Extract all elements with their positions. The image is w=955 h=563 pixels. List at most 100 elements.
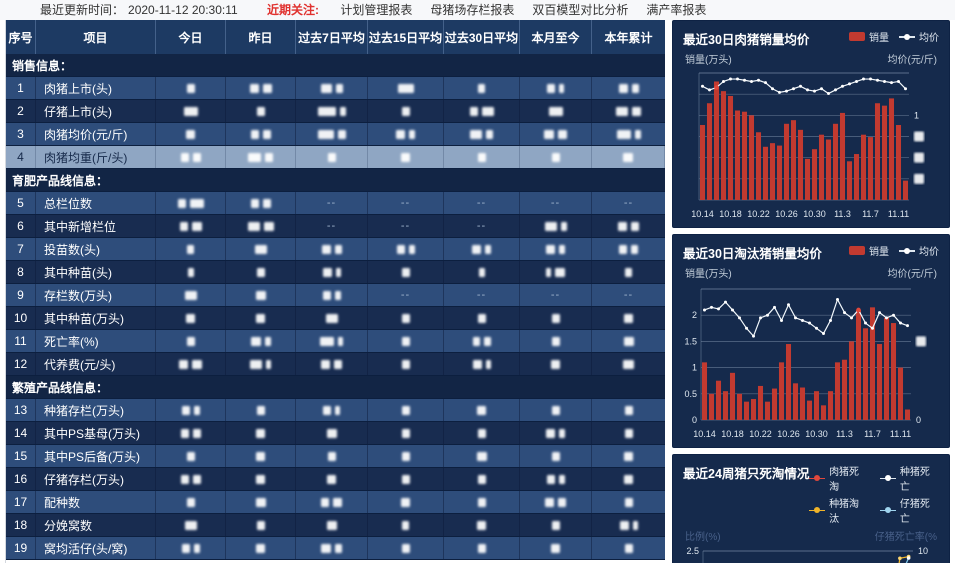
- value-cell: [592, 491, 665, 513]
- y-left-axis-label: 比例(%): [685, 532, 721, 543]
- redacted-value: [186, 129, 195, 139]
- topbar-link[interactable]: 计划管理报表: [340, 3, 413, 17]
- item-label-cell: 仔猪存栏(万头): [36, 468, 156, 490]
- table-row[interactable]: 17 配种数: [6, 491, 665, 514]
- table-row[interactable]: 1 肉猪上市(头): [6, 77, 665, 100]
- table-row[interactable]: 11 死亡率(%): [6, 330, 665, 353]
- empty-value: --: [476, 289, 487, 301]
- value-cell: [296, 284, 368, 306]
- cull-sales-price-chart[interactable]: 2 1.5 1 0.5 0 0 10.14 10.18 10.22 10.26 10.30 11.3 1…: [683, 282, 941, 440]
- table-row[interactable]: 5 总栏位数 -- -- -- -- --: [6, 192, 665, 215]
- legend-item-种猪淘汰[interactable]: 种猪淘汰: [809, 495, 868, 525]
- redacted-value: [631, 244, 638, 254]
- column-header: 项目: [36, 20, 156, 54]
- value-cell: [368, 399, 444, 421]
- y-left-axis-label: 销量(万头): [685, 269, 732, 280]
- row-index-cell: 14: [6, 422, 36, 444]
- item-label-cell: 配种数: [36, 491, 156, 513]
- table-row[interactable]: 3 肉猪均价(元/斤): [6, 123, 665, 146]
- table-row[interactable]: 9 存栏数(万头) -- -- -- --: [6, 284, 665, 307]
- redacted-value: [632, 106, 641, 116]
- item-label-cell: 仔猪上市(头): [36, 100, 156, 122]
- legend-item-销量[interactable]: 销量: [849, 29, 889, 44]
- redacted-value: [396, 244, 405, 254]
- value-cell: [296, 491, 368, 513]
- table-row[interactable]: 12 代养费(元/头): [6, 353, 665, 376]
- table-row[interactable]: 8 其中种苗(头): [6, 261, 665, 284]
- redacted-value: [634, 129, 641, 139]
- value-cell: [156, 445, 226, 467]
- value-cell: [368, 330, 444, 352]
- table-row[interactable]: 7 投苗数(头): [6, 238, 665, 261]
- table-row[interactable]: 2 仔猪上市(头): [6, 100, 665, 123]
- value-cell: [520, 468, 592, 490]
- redacted-value: [551, 336, 560, 346]
- item-label-cell: 肉猪均价(元/斤): [36, 123, 156, 145]
- redacted-value: [478, 267, 485, 277]
- chart-title: 最近30日淘汰猪销量均价: [683, 247, 822, 261]
- value-cell: [296, 123, 368, 145]
- redacted-value: [186, 313, 195, 323]
- value-cell: [226, 123, 296, 145]
- value-cell: [296, 238, 368, 260]
- svg-text:11.3: 11.3: [834, 209, 851, 219]
- svg-text:1: 1: [692, 363, 697, 373]
- redacted-value: [546, 428, 555, 438]
- redacted-value: [193, 405, 200, 415]
- value-cell: [368, 422, 444, 444]
- redacted-value: [623, 336, 634, 346]
- topbar-link[interactable]: 双百模型对比分析: [532, 3, 629, 17]
- redacted-value: [192, 152, 201, 162]
- value-cell: [156, 307, 226, 329]
- redacted-value: [321, 244, 331, 254]
- table-row[interactable]: 4 肉猪均重(斤/头): [6, 146, 665, 169]
- redacted-value: [317, 129, 334, 139]
- table-row[interactable]: 10 其中种苗(万头): [6, 307, 665, 330]
- redacted-value: [334, 359, 342, 369]
- redacted-value: [631, 221, 639, 231]
- redacted-value: [186, 451, 195, 461]
- value-cell: [226, 537, 296, 559]
- item-label-cell: 存栏数(万头): [36, 284, 156, 306]
- legend-item-仔猪死亡[interactable]: 仔猪死亡: [880, 495, 939, 525]
- legend-item-种猪死亡[interactable]: 种猪死亡: [880, 463, 939, 493]
- legend-item-均价[interactable]: 均价: [899, 29, 939, 44]
- value-cell: [156, 330, 226, 352]
- value-cell: --: [444, 215, 520, 237]
- value-cell: [226, 399, 296, 421]
- redacted-value: [183, 106, 198, 116]
- table-row[interactable]: 13 种猪存栏(万头): [6, 399, 665, 422]
- value-cell: [156, 514, 226, 536]
- pig-sales-price-chart[interactable]: 1 10.14 10.18 10.22 10.26 10.30 11.3 11.7 11.11: [683, 68, 941, 220]
- value-cell: [520, 77, 592, 99]
- value-cell: [520, 537, 592, 559]
- table-row[interactable]: 16 仔猪存栏(万头): [6, 468, 665, 491]
- table-row[interactable]: 6 其中新增栏位 -- -- --: [6, 215, 665, 238]
- value-cell: --: [368, 192, 444, 214]
- redacted-value: [632, 520, 638, 530]
- redacted-value: [256, 520, 265, 530]
- legend-item-均价[interactable]: 均价: [899, 243, 939, 258]
- legend-item-销量[interactable]: 销量: [849, 243, 889, 258]
- svg-text:10.26: 10.26: [775, 209, 798, 219]
- empty-value: --: [400, 197, 411, 209]
- chart-panel-pig-sales-price: 最近30日肉猪销量均价 销量 均价 销量(万头) 均价(元/斤) 1 10.14 10…: [672, 20, 950, 228]
- svg-text:10.30: 10.30: [803, 209, 826, 219]
- legend-item-肉猪死淘[interactable]: 肉猪死淘: [809, 463, 868, 493]
- table-row[interactable]: 18 分娩窝数: [6, 514, 665, 537]
- redacted-value: [322, 267, 332, 277]
- value-cell: [444, 353, 520, 375]
- value-cell: [520, 146, 592, 168]
- topbar-link[interactable]: 母猪场存栏报表: [430, 3, 515, 17]
- redacted-value: [624, 405, 633, 415]
- redacted-value: [472, 244, 481, 254]
- svg-text:1.5: 1.5: [684, 336, 697, 346]
- redacted-value: [250, 198, 259, 208]
- topbar-link[interactable]: 满产率报表: [646, 3, 707, 17]
- redacted-value: [551, 152, 560, 162]
- death-cull-weekly-chart[interactable]: 2.510281.56140.5200: [683, 545, 941, 563]
- value-cell: [226, 422, 296, 444]
- table-row[interactable]: 14 其中PS基母(万头): [6, 422, 665, 445]
- table-row[interactable]: 19 窝均活仔(头/窝): [6, 537, 665, 560]
- table-row[interactable]: 15 其中PS后备(万头): [6, 445, 665, 468]
